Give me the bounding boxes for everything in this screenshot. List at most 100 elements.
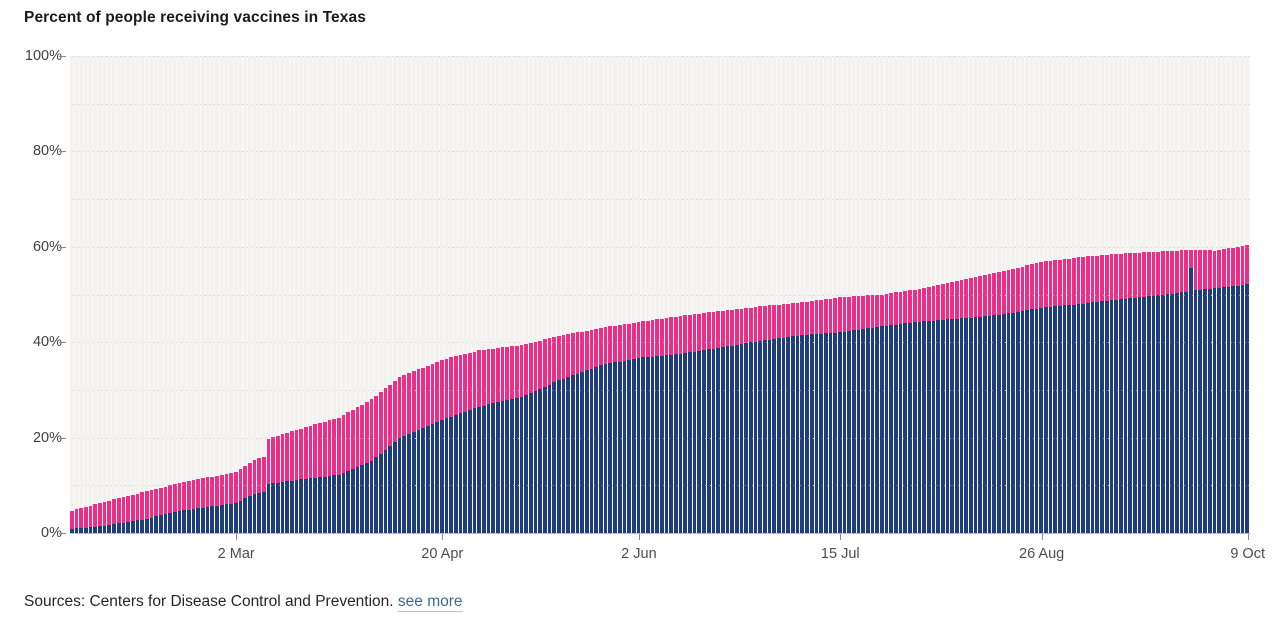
bar: [74, 509, 79, 533]
bar-segment-top: [945, 283, 950, 320]
bar: [449, 357, 453, 533]
bar-segment-lower: [243, 498, 247, 533]
bar-segment-top: [453, 356, 458, 415]
bar: [121, 497, 126, 533]
bar-segment-top: [978, 276, 983, 317]
bar-segment-lower: [112, 524, 116, 533]
bar: [987, 274, 992, 533]
bar-segment-lower: [144, 518, 149, 533]
bar-segment-top: [959, 280, 964, 319]
bar-segment-lower: [327, 475, 332, 533]
bar-segment-top: [1104, 254, 1109, 301]
bar: [926, 286, 931, 533]
bar-segment-top: [734, 309, 739, 345]
bar-segment-lower: [271, 483, 276, 533]
bar-segment-top: [215, 475, 219, 506]
bar: [215, 475, 219, 533]
bar: [688, 314, 692, 533]
bar-segment-lower: [781, 337, 786, 533]
bar-segment-top: [1114, 253, 1118, 300]
bar-segment-lower: [1062, 305, 1067, 533]
bar: [247, 463, 252, 533]
bar: [421, 367, 425, 533]
bar-segment-top: [870, 295, 875, 328]
bar-segment-top: [486, 349, 491, 405]
bar: [964, 279, 969, 533]
bar: [669, 317, 674, 533]
bar-segment-top: [955, 281, 959, 319]
bar: [379, 391, 383, 533]
bar-segment-lower: [257, 492, 261, 533]
bar: [1090, 256, 1095, 533]
bar: [472, 351, 477, 533]
bar: [1212, 250, 1217, 533]
bar-segment-top: [833, 297, 837, 333]
bar-segment-lower: [528, 392, 533, 533]
y-axis-label: 20%: [32, 429, 62, 446]
bar: [1015, 267, 1020, 533]
bar-segment-top: [1231, 247, 1235, 287]
bar-segment-top: [730, 309, 734, 346]
bar-segment-lower: [786, 336, 791, 533]
bar: [243, 465, 247, 533]
bar-segment-lower: [720, 347, 725, 533]
bar: [369, 399, 374, 533]
bar-segment-lower: [1207, 288, 1212, 533]
bar: [1128, 253, 1132, 533]
bar: [1151, 251, 1156, 533]
see-more-link[interactable]: see more: [397, 593, 463, 612]
bar-segment-lower: [1011, 312, 1015, 533]
bar-segment-top: [585, 330, 589, 371]
bar-segment-top: [1095, 255, 1100, 302]
bar-segment-top: [706, 312, 711, 350]
bar-segment-top: [308, 425, 313, 479]
bar-segment-lower: [734, 344, 739, 533]
bar: [585, 330, 589, 533]
bar-segment-top: [84, 506, 88, 528]
bar: [144, 491, 149, 533]
bar-segment-top: [519, 345, 524, 398]
bar: [692, 314, 697, 533]
bar-segment-lower: [950, 319, 954, 533]
bar-segment-lower: [1043, 307, 1048, 533]
bar-segment-top: [1170, 250, 1175, 294]
bar: [1189, 249, 1193, 533]
bar-segment-top: [350, 409, 355, 470]
bar-segment-top: [149, 490, 154, 518]
bar-segment-top: [599, 327, 603, 366]
bar-segment-lower: [1198, 289, 1203, 533]
bar: [430, 363, 435, 533]
bar: [1231, 247, 1235, 533]
bar-segment-lower: [149, 517, 154, 533]
bar: [1058, 259, 1062, 533]
bar: [1029, 264, 1034, 533]
bar: [875, 294, 880, 533]
bar-segment-top: [266, 438, 271, 484]
bar: [1053, 260, 1057, 533]
bar: [313, 424, 318, 533]
bar: [336, 417, 341, 533]
bar-segment-top: [360, 404, 364, 466]
bar: [889, 293, 894, 533]
bar: [866, 295, 870, 533]
bar: [519, 345, 524, 533]
bar-segment-lower: [856, 329, 861, 533]
bar-segment-top: [505, 346, 510, 401]
bar-segment-top: [135, 493, 140, 521]
bar: [1245, 245, 1249, 533]
bar: [1001, 270, 1006, 533]
bar-segment-top: [294, 430, 299, 480]
bar: [1146, 252, 1151, 533]
bar: [210, 476, 215, 533]
bar-segment-top: [1240, 246, 1245, 286]
bar-segment-top: [697, 313, 702, 351]
bar: [514, 345, 519, 533]
bar: [660, 318, 664, 533]
bar-segment-lower: [482, 405, 486, 533]
bar-segment-top: [753, 306, 758, 342]
bar-segment-lower: [1245, 284, 1249, 533]
bar-segment-lower: [1221, 287, 1226, 533]
bar-segment-lower: [201, 507, 205, 533]
bar-segment-top: [641, 321, 645, 358]
bar-segment-lower: [655, 356, 659, 533]
